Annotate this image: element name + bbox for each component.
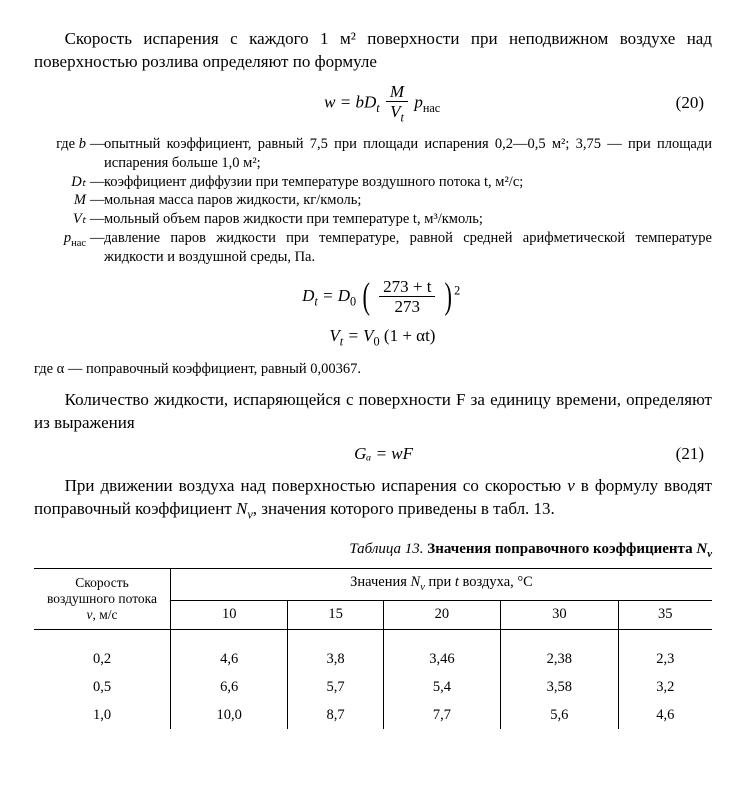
definitions-block-1: где b — опытный коэффициент, равный 7,5 … [34,135,712,267]
eq20-den-sub: t [400,111,403,125]
eq20-fraction: M Vt [386,82,408,125]
cell: 6,6 [171,674,288,702]
eq20-sub-t: t [376,101,379,115]
eqdt-exp: 2 [454,283,460,297]
col-10: 10 [171,600,288,630]
table-caption-v: v [707,548,712,560]
eqdt-den: 273 [379,297,435,317]
paragraph-2: Количество жидкости, испаряющейся с пове… [34,389,712,435]
table-row: 1,0 10,0 8,7 7,7 5,6 4,6 [34,702,712,730]
def-txt-dt: коэффициент диффузии при температуре воз… [104,173,712,192]
para3-v: v [567,476,575,495]
table-group-header: Значения Nv при t воздуха, °C [171,568,713,600]
table-caption-num: Таблица 13. [349,541,423,557]
eqdt-fraction: 273 + t 273 [379,277,435,317]
para3-n: N [236,499,247,518]
paragraph-1: Скорость испарения с каждого 1 м² поверх… [34,28,712,74]
cell: 5,7 [288,674,383,702]
cell: 3,2 [618,674,712,702]
cell: 7,7 [383,702,500,730]
cell: 8,7 [288,702,383,730]
col-30: 30 [501,600,618,630]
cell: 10,0 [171,702,288,730]
table-caption: Таблица 13. Значения поправочного коэффи… [34,539,712,562]
eqdt-d2: = D [318,286,350,305]
cell: 2,3 [618,646,712,674]
eqdt-d1: D [302,286,314,305]
def-sym-dt: Dₜ [34,173,90,192]
defs-intro: где [56,136,75,152]
equation-21: Gₐ = wF (21) [34,443,712,466]
def-sym-vt: Vₜ [34,210,90,229]
eq21-body: Gₐ = wF [354,443,413,466]
eqvt-rhs: (1 + αt) [380,326,436,345]
eq21-number: (21) [413,443,712,466]
cell: 2,38 [501,646,618,674]
cell-v-2: 1,0 [34,702,171,730]
cell: 5,4 [383,674,500,702]
para3-c: , значения которого приведены в табл. 13… [253,499,555,518]
definitions-block-2: где α — поправочный коэффициент, равный … [34,360,712,379]
def-sym-b: b [79,136,86,152]
table-caption-a: Значения поправочного коэффициента [427,541,696,557]
eqvt-v1: V [329,326,339,345]
def-txt-m: мольная масса паров жидкости, кг/кмоль; [104,191,712,210]
def-sym-m: M [34,191,90,210]
cell: 3,46 [383,646,500,674]
equation-dt: Dt = D0 ( 273 + t 273 )2 [34,277,712,317]
table-row: 0,2 4,6 3,8 3,46 2,38 2,3 [34,646,712,674]
table-row: 0,5 6,6 5,7 5,4 3,58 3,2 [34,674,712,702]
eqvt-v2: = V [343,326,373,345]
col-15: 15 [288,600,383,630]
table-rowhead: Скорость воздушного потока v, м/с [34,568,171,630]
eq20-number: (20) [440,92,712,115]
para3-a: При движении воздуха над поверхностью ис… [65,476,568,495]
cell-v-0: 0,2 [34,646,171,674]
eq20-den-v: V [390,102,400,121]
equation-vt: Vt = V0 (1 + αt) [34,325,712,350]
col-20: 20 [383,600,500,630]
cell: 3,58 [501,674,618,702]
eq20-num: M [386,82,408,103]
equation-20: w = bDt M Vt pнас (20) [34,82,712,125]
def-txt-b: опытный коэффициент, равный 7,5 при площ… [104,135,712,173]
eq20-lhs: w = bD [324,92,376,111]
paragraph-3: При движении воздуха над поверхностью ис… [34,475,712,523]
def-txt-pnas: давление паров жидкости при температуре,… [104,229,712,267]
eqdt-num: 273 + t [379,277,435,298]
def-txt-vt: мольный объем паров жидкости при темпера… [104,210,712,229]
table-13: Скорость воздушного потока v, м/с Значен… [34,568,712,729]
cell: 3,8 [288,646,383,674]
eq20-p-sub: нас [423,101,440,115]
eq20-p: p [414,92,423,111]
cell: 5,6 [501,702,618,730]
cell-v-1: 0,5 [34,674,171,702]
cell: 4,6 [171,646,288,674]
table-caption-n: N [696,541,707,557]
col-35: 35 [618,600,712,630]
cell: 4,6 [618,702,712,730]
eqdt-sub-0: 0 [350,294,356,308]
